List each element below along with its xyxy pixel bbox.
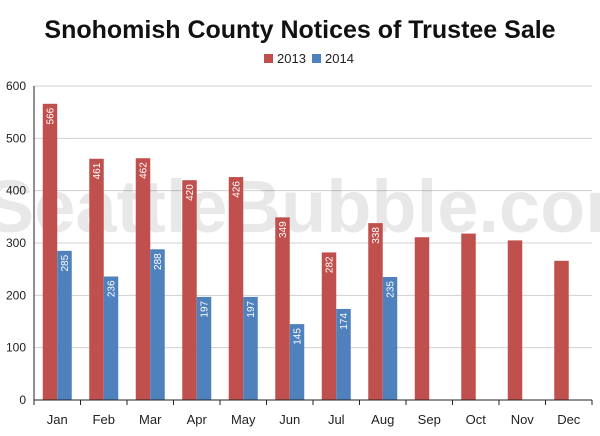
x-tick-label: Feb	[93, 412, 115, 427]
x-tick-label: Jan	[47, 412, 68, 427]
x-tick-label: Dec	[557, 412, 581, 427]
bar-2013-sep	[414, 237, 430, 400]
data-label: 349	[278, 221, 289, 238]
data-label: 235	[386, 281, 397, 298]
data-label: 420	[185, 184, 196, 201]
legend-label-2014: 2014	[325, 51, 354, 66]
x-tick-label: Nov	[511, 412, 535, 427]
x-tick-label: May	[231, 412, 256, 427]
y-tick-label: 500	[6, 131, 26, 145]
bar-2013-jun	[275, 217, 290, 400]
data-label: 566	[46, 107, 57, 124]
x-tick-label: Apr	[187, 412, 208, 427]
bar-2013-may	[228, 177, 244, 400]
legend-swatch-2014	[312, 54, 321, 63]
data-label: 461	[92, 162, 103, 179]
bar-2013-nov	[507, 240, 523, 400]
y-tick-label: 100	[6, 341, 26, 355]
y-tick-label: 0	[19, 393, 26, 407]
data-label: 462	[139, 162, 150, 179]
bar-2014-aug	[382, 277, 398, 400]
y-tick-label: 400	[6, 184, 26, 198]
data-label: 426	[232, 181, 243, 198]
bar-2014-may	[243, 296, 258, 400]
data-label: 285	[60, 254, 71, 271]
legend-label-2013: 2013	[277, 51, 306, 66]
bar-2013-feb	[89, 158, 104, 400]
bar-2014-apr	[196, 296, 212, 400]
data-label: 174	[339, 313, 350, 330]
x-tick-label: Oct	[466, 412, 487, 427]
bar-2014-jan	[57, 250, 72, 400]
axes: 0 100 200 300 400 500 600 Jan Feb Mar Apr May Jun Jul…	[6, 79, 593, 427]
data-labels: 566 285 461 236 462 288 420 197 426 197 349 145 282 1…	[46, 107, 397, 344]
bar-2013-apr	[182, 180, 197, 400]
x-tick-label: Jul	[328, 412, 345, 427]
x-tick-label: Jun	[279, 412, 300, 427]
bar-2014-feb	[103, 276, 119, 400]
bar-2013-jan	[42, 103, 58, 400]
bar-2014-jun	[289, 324, 305, 400]
y-tick-label: 300	[6, 236, 26, 250]
bar-2014-mar	[150, 249, 165, 400]
x-tick-label: Mar	[139, 412, 162, 427]
legend-swatch-2013	[264, 54, 273, 63]
data-label: 236	[107, 280, 118, 297]
data-label: 282	[325, 256, 336, 273]
data-label: 197	[246, 300, 257, 317]
bar-2013-mar	[135, 158, 151, 400]
data-label: 197	[200, 300, 211, 317]
bar-2013-aug	[368, 223, 383, 400]
bars	[42, 103, 569, 400]
bar-2014-jul	[336, 308, 351, 400]
bar-2013-oct	[461, 233, 476, 400]
data-label: 288	[153, 253, 164, 270]
data-label: 338	[371, 227, 382, 244]
y-tick-label: 200	[6, 288, 26, 302]
x-tick-label: Aug	[371, 412, 394, 427]
data-label: 145	[293, 328, 304, 345]
chart-title: Snohomish County Notices of Trustee Sale	[44, 16, 555, 44]
x-tick-label: Sep	[418, 412, 441, 427]
bar-2013-jul	[321, 252, 337, 400]
bar-2013-dec	[554, 260, 569, 400]
chart-legend: 2013 2014	[264, 51, 354, 66]
y-tick-label: 600	[6, 79, 26, 93]
gridlines	[34, 85, 592, 349]
